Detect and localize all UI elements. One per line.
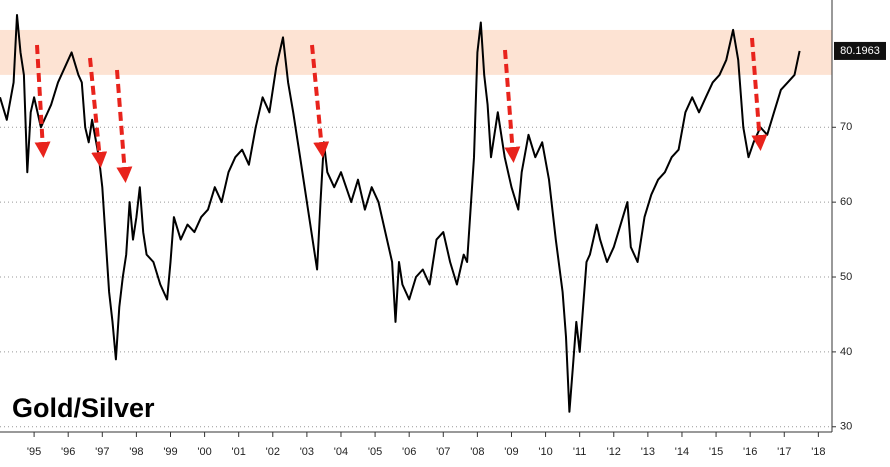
x-tick-label: '07 bbox=[436, 446, 450, 458]
x-tick-label: '95 bbox=[27, 446, 41, 458]
x-tick-label: '06 bbox=[402, 446, 416, 458]
x-tick-label: '14 bbox=[675, 446, 689, 458]
x-tick-label: '00 bbox=[197, 446, 211, 458]
last-value-box bbox=[834, 41, 886, 60]
arrow bbox=[115, 69, 133, 183]
x-tick-label: '96 bbox=[61, 446, 75, 458]
x-tick-label: '09 bbox=[504, 446, 518, 458]
x-tick-label: '97 bbox=[95, 446, 109, 458]
x-tick-label: '17 bbox=[777, 446, 791, 458]
data-line bbox=[0, 14, 801, 413]
y-tick-label: 40 bbox=[840, 346, 852, 358]
highlight-band bbox=[0, 29, 832, 75]
arrow bbox=[88, 57, 108, 168]
y-tick-label: 70 bbox=[840, 121, 852, 133]
x-tick-label: '16 bbox=[743, 446, 757, 458]
arrow bbox=[34, 44, 51, 158]
chart-title: Gold/Silver bbox=[12, 393, 155, 423]
background-layer bbox=[0, 29, 832, 428]
x-tick-label: '98 bbox=[129, 446, 143, 458]
x-tick-label: '15 bbox=[709, 446, 723, 458]
arrow bbox=[750, 37, 768, 151]
x-tick-label: '10 bbox=[538, 446, 552, 458]
x-tick-label: '03 bbox=[300, 446, 314, 458]
last-value-label: 80.1963 bbox=[840, 45, 880, 57]
x-tick-label: '05 bbox=[368, 446, 382, 458]
x-tick-label: '02 bbox=[266, 446, 280, 458]
y-tick-label: 30 bbox=[840, 421, 852, 433]
arrows bbox=[34, 37, 768, 183]
x-tick-label: '18 bbox=[811, 446, 825, 458]
x-tick-label: '12 bbox=[607, 446, 621, 458]
arrow bbox=[310, 44, 330, 158]
x-tick-label: '08 bbox=[470, 446, 484, 458]
y-tick-label: 50 bbox=[840, 271, 852, 283]
x-tick-label: '99 bbox=[163, 446, 177, 458]
x-tick-label: '01 bbox=[232, 446, 246, 458]
x-tick-label: '04 bbox=[334, 446, 348, 458]
arrow bbox=[503, 49, 521, 163]
x-tick-label: '13 bbox=[641, 446, 655, 458]
y-tick-label: 60 bbox=[840, 196, 852, 208]
x-tick-label: '11 bbox=[573, 446, 587, 458]
